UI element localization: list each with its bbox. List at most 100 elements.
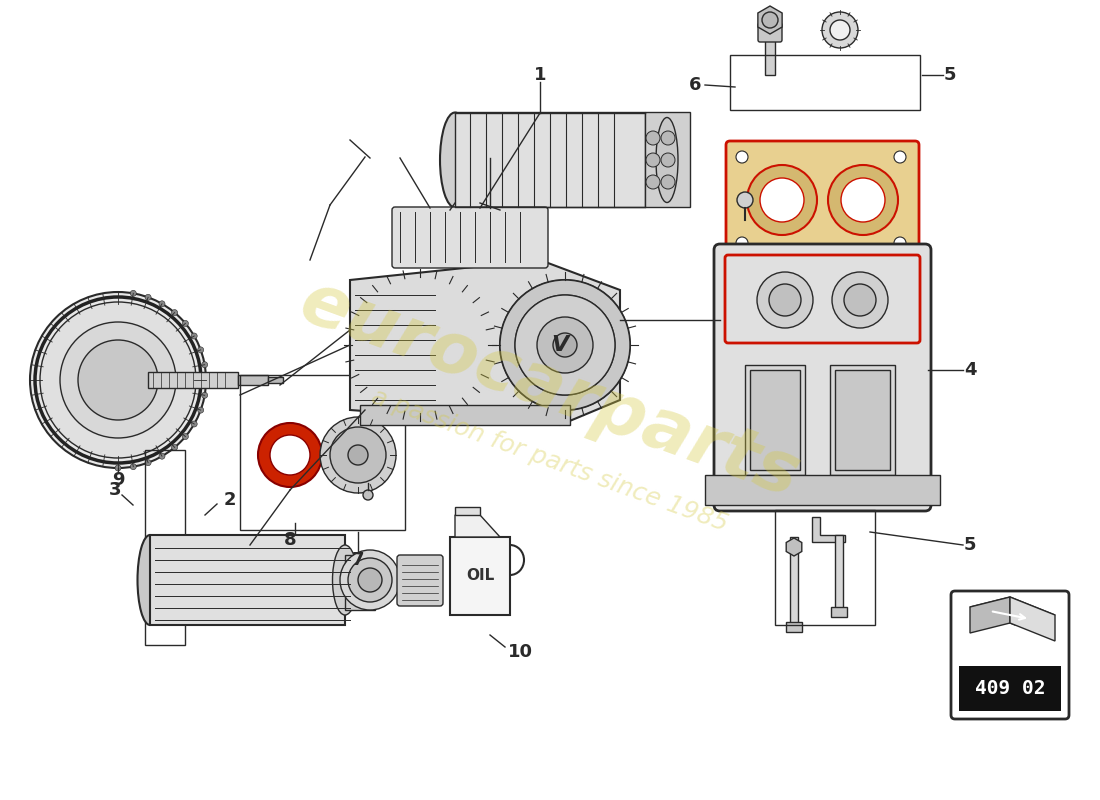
Polygon shape [455,515,500,537]
Circle shape [204,377,209,383]
Bar [835,535,843,610]
Circle shape [60,322,176,438]
Ellipse shape [440,113,470,207]
Circle shape [661,175,675,189]
Polygon shape [350,260,620,425]
Bar [959,666,1062,711]
Circle shape [842,178,886,222]
Bar [150,535,345,625]
Bar [645,112,690,207]
Polygon shape [758,6,782,34]
Bar [745,365,805,475]
Text: 4: 4 [964,361,977,379]
Text: OIL: OIL [466,567,494,582]
Circle shape [340,550,400,610]
Circle shape [160,301,165,306]
Bar [788,310,828,325]
Circle shape [736,151,748,163]
Ellipse shape [138,535,163,625]
Bar [830,365,895,475]
Text: 1: 1 [534,66,547,84]
Circle shape [172,445,177,450]
FancyBboxPatch shape [758,23,782,42]
FancyBboxPatch shape [397,555,443,606]
Circle shape [894,237,906,249]
Text: a passion for parts since 1985: a passion for parts since 1985 [368,384,732,536]
Ellipse shape [656,118,678,202]
Circle shape [201,392,208,398]
FancyBboxPatch shape [952,591,1069,719]
Circle shape [830,20,850,40]
Circle shape [145,460,151,466]
Bar [798,325,818,345]
Polygon shape [1010,597,1055,641]
Circle shape [348,445,369,465]
Circle shape [145,294,151,300]
Circle shape [40,302,196,458]
Circle shape [320,417,396,493]
Circle shape [116,465,121,471]
Circle shape [894,151,906,163]
FancyBboxPatch shape [714,244,931,511]
Circle shape [646,153,660,167]
Circle shape [828,165,898,235]
Circle shape [183,321,188,326]
Circle shape [661,131,675,145]
Polygon shape [970,597,1010,633]
Bar [730,55,920,110]
Circle shape [160,454,165,459]
Polygon shape [970,597,1055,625]
Circle shape [390,315,450,375]
Circle shape [757,272,813,328]
Circle shape [832,272,888,328]
Circle shape [258,423,322,487]
Circle shape [370,295,470,395]
Circle shape [798,310,818,330]
Circle shape [130,290,136,296]
Bar [764,35,776,75]
FancyBboxPatch shape [726,141,918,259]
Text: 10: 10 [507,643,532,661]
Bar [345,555,375,610]
Bar [145,450,185,645]
Bar [786,622,802,632]
Circle shape [736,237,748,249]
Bar [796,345,820,357]
Ellipse shape [332,545,358,615]
Bar [450,537,510,615]
Text: V: V [551,335,569,355]
Circle shape [78,340,158,420]
FancyBboxPatch shape [392,207,548,268]
Circle shape [844,284,876,316]
Circle shape [130,464,136,470]
Bar [750,370,800,470]
Bar [240,375,405,530]
Circle shape [30,292,206,468]
Circle shape [790,302,826,338]
Circle shape [363,490,373,500]
Circle shape [358,568,382,592]
Circle shape [191,421,197,427]
Circle shape [183,434,188,439]
Circle shape [348,558,392,602]
Text: 9: 9 [112,471,124,489]
Circle shape [270,435,310,475]
Circle shape [553,333,578,357]
Text: eurocarparts: eurocarparts [290,267,810,513]
Text: 409 02: 409 02 [975,679,1045,698]
Text: 6: 6 [689,76,702,94]
Circle shape [330,427,386,483]
Bar [360,405,570,425]
Text: 5: 5 [944,66,956,84]
Polygon shape [786,538,802,556]
Bar [835,370,890,470]
Circle shape [500,280,630,410]
Circle shape [769,284,801,316]
Circle shape [747,165,817,235]
Circle shape [537,317,593,373]
Text: 2: 2 [223,491,236,509]
Circle shape [191,333,197,339]
Circle shape [822,12,858,48]
Circle shape [500,280,630,410]
Bar [268,377,283,383]
